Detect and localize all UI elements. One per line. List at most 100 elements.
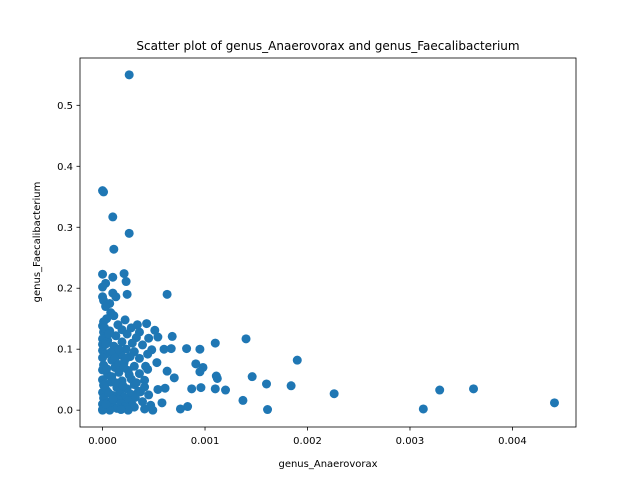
data-point [111, 378, 121, 388]
data-point [435, 385, 445, 395]
data-point [131, 378, 141, 388]
data-point [121, 353, 131, 363]
y-tick-label: 0.5 [57, 101, 73, 112]
data-point [122, 289, 132, 299]
data-point [144, 390, 154, 400]
data-point [98, 353, 108, 363]
data-point [109, 311, 119, 321]
data-point [121, 277, 131, 287]
data-point [116, 405, 126, 415]
x-axis-label: genus_Anaerovorax [278, 459, 377, 470]
data-point [187, 384, 197, 394]
x-tick-label: 0.004 [498, 436, 527, 447]
y-tick-label: 0.4 [57, 162, 73, 173]
data-point [183, 402, 193, 412]
data-point [329, 389, 339, 399]
data-point [262, 379, 272, 389]
data-point [162, 289, 172, 299]
data-point [135, 387, 145, 397]
chart-title: Scatter plot of genus_Anaerovorax and ge… [136, 39, 519, 53]
data-point [195, 367, 205, 377]
data-point [98, 282, 108, 292]
data-point [191, 359, 201, 369]
y-tick-label: 0.0 [57, 406, 73, 417]
x-axis: 0.000 0.001 0.002 0.003 0.004 [88, 427, 527, 447]
data-point [99, 187, 109, 197]
y-axis-label: genus_Faecalibacterium [32, 182, 43, 303]
data-point [169, 373, 179, 383]
data-point [195, 344, 205, 354]
data-point [144, 333, 154, 343]
data-point [418, 404, 428, 414]
data-point [101, 302, 111, 312]
x-tick-label: 0.002 [293, 436, 322, 447]
data-point [150, 325, 160, 335]
data-point [124, 370, 134, 380]
data-point [143, 364, 153, 374]
data-point [123, 405, 133, 415]
y-tick-label: 0.1 [57, 345, 73, 356]
y-tick-label: 0.2 [57, 284, 73, 295]
data-point [118, 381, 128, 391]
data-point [109, 244, 119, 254]
data-point [111, 331, 121, 341]
plot-area [79, 57, 577, 428]
data-point [247, 372, 257, 382]
x-tick-label: 0.003 [396, 436, 425, 447]
data-point [286, 381, 296, 391]
data-point [167, 331, 177, 341]
data-point [111, 292, 121, 302]
data-point [101, 399, 111, 409]
data-point [108, 212, 118, 222]
data-point [102, 364, 112, 374]
data-point [182, 344, 192, 354]
data-point [142, 319, 152, 329]
data-point [114, 344, 124, 354]
data-point [134, 353, 144, 363]
data-point [166, 344, 176, 354]
data-point [124, 228, 134, 238]
x-tick-label: 0.000 [88, 436, 117, 447]
data-point [153, 384, 163, 394]
data-point [98, 269, 108, 279]
data-point [138, 340, 148, 350]
data-point [138, 397, 148, 407]
x-tick-label: 0.001 [191, 436, 220, 447]
data-point [121, 344, 131, 354]
data-point [108, 394, 118, 404]
data-point [159, 344, 169, 354]
data-points [98, 70, 559, 415]
data-point [549, 398, 559, 408]
data-point [162, 366, 172, 376]
data-point [238, 395, 248, 405]
data-point [152, 358, 162, 368]
data-point [153, 332, 163, 342]
data-point [157, 398, 167, 408]
data-point [210, 338, 220, 348]
data-point [143, 349, 153, 359]
data-point [196, 383, 206, 393]
data-point [212, 373, 222, 383]
data-point [122, 329, 132, 339]
data-point [241, 334, 251, 344]
data-point [134, 369, 144, 379]
data-point [221, 385, 231, 395]
y-tick-label: 0.3 [57, 223, 73, 234]
data-point [104, 329, 114, 339]
data-point [127, 338, 137, 348]
data-point [120, 315, 130, 325]
data-point [148, 405, 158, 415]
data-point [124, 70, 134, 80]
y-axis: 0.0 0.1 0.2 0.3 0.4 0.5 [57, 101, 80, 417]
data-point [140, 375, 150, 385]
data-point [210, 384, 220, 394]
data-point [119, 269, 129, 279]
data-point [263, 405, 273, 415]
data-point [175, 404, 185, 414]
data-point [160, 383, 170, 393]
data-point [140, 404, 150, 414]
data-point [119, 362, 129, 372]
data-point [108, 272, 118, 282]
data-point [469, 384, 479, 394]
